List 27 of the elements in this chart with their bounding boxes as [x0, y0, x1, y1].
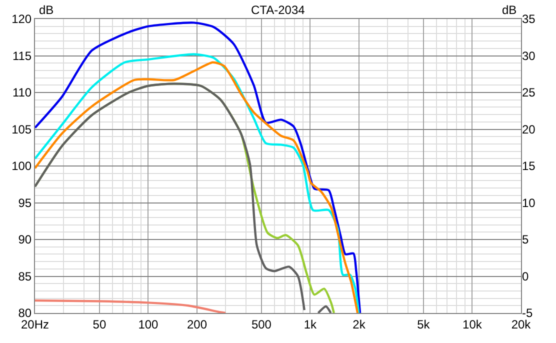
y-tick-label: 105 [12, 122, 32, 136]
y-tick-label: 120 [12, 12, 32, 26]
y-tick-label: 115 [12, 48, 32, 63]
y-tick-label: 110 [12, 86, 32, 100]
x-tick-label: 10k [462, 317, 483, 332]
x-tick-label: 200 [186, 317, 208, 332]
y2-tick-label: 5 [522, 232, 529, 247]
y2-tick-label: 20 [522, 122, 536, 136]
y-tick-label: 100 [12, 159, 32, 174]
x-tick-label: 50 [92, 317, 106, 332]
y-tick-label: 90 [18, 232, 32, 247]
y2-tick-label: 15 [522, 159, 536, 174]
y-tick-label: 85 [18, 269, 32, 284]
y2-tick-label: 0 [522, 269, 529, 284]
y2-tick-label: 10 [522, 196, 536, 210]
chart-title: CTA-2034 [251, 3, 306, 17]
x-tick-label: 2k [352, 317, 366, 332]
y2-axis-title: dB [502, 3, 517, 17]
y-axis-title: dB [39, 3, 54, 17]
y-tick-label: 95 [18, 196, 32, 210]
x-tick-label: 100 [138, 317, 159, 332]
y2-tick-label: 35 [522, 12, 536, 26]
y2-tick-label: 30 [522, 48, 536, 63]
x-tick-label: 500 [251, 317, 272, 332]
x-tick-label: 1k [304, 317, 318, 332]
x-tick-label: 5k [417, 317, 431, 332]
y2-tick-label: 25 [522, 86, 536, 100]
